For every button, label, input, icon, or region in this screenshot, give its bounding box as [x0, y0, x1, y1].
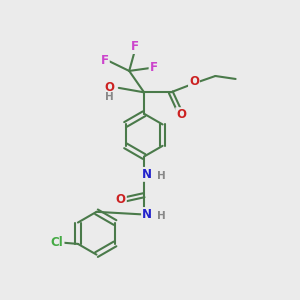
Text: N: N	[142, 168, 152, 181]
Text: H: H	[157, 171, 165, 181]
Text: H: H	[157, 211, 165, 221]
Text: O: O	[104, 81, 114, 94]
Text: N: N	[142, 208, 152, 221]
Text: O: O	[116, 193, 126, 206]
Text: H: H	[105, 92, 114, 102]
Text: F: F	[150, 61, 158, 74]
Text: Cl: Cl	[51, 236, 64, 249]
Text: F: F	[101, 54, 109, 67]
Text: O: O	[189, 75, 199, 88]
Text: O: O	[176, 108, 186, 121]
Text: F: F	[131, 40, 139, 53]
